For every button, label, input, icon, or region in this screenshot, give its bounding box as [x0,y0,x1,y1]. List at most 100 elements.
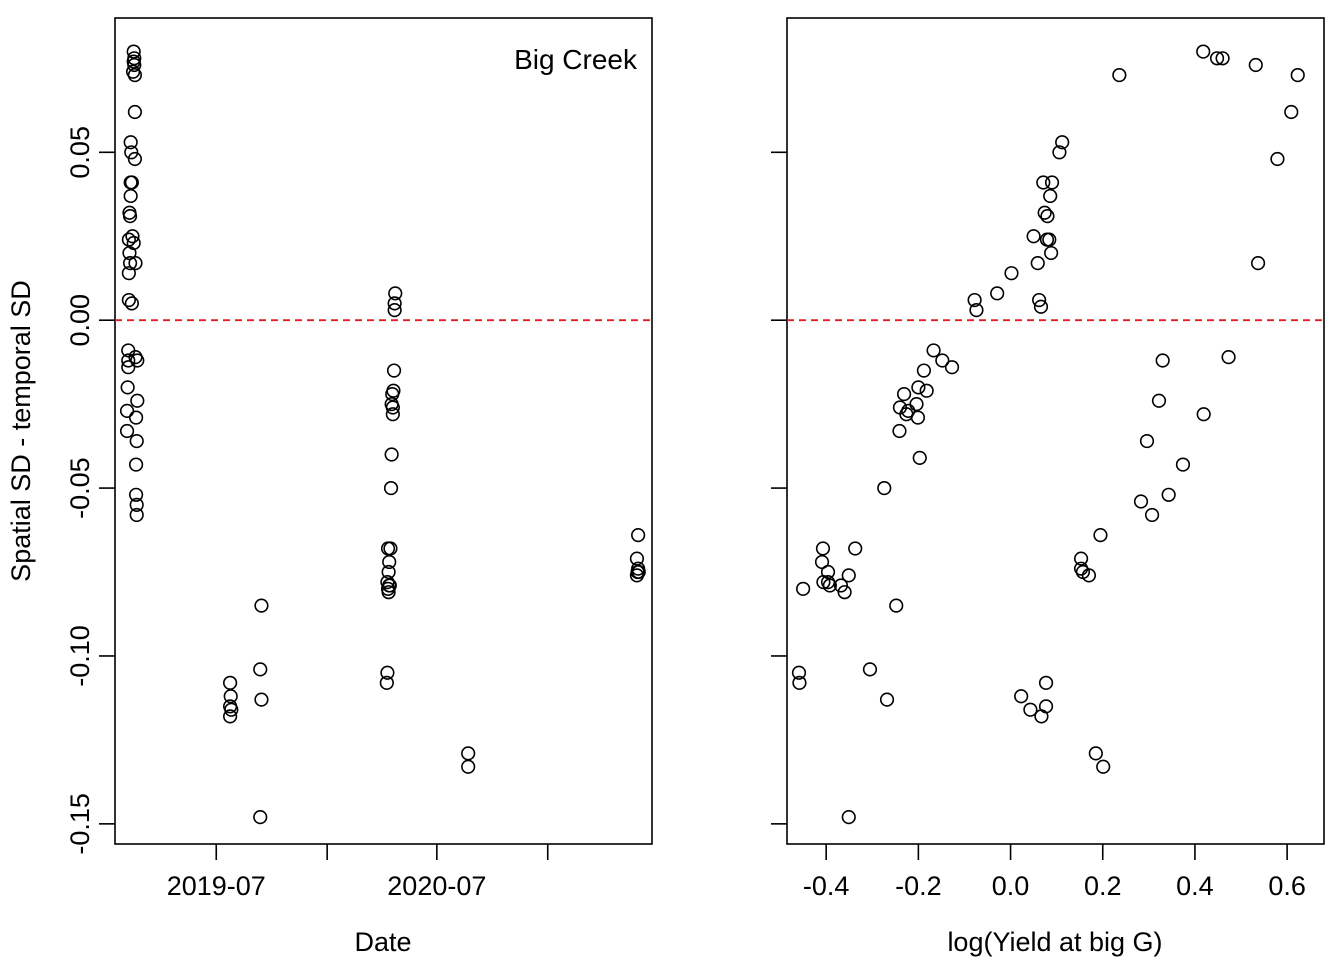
right-data-point-11 [1036,175,1051,190]
right-data-point-60 [841,568,856,583]
left-data-point-29 [120,380,135,395]
right-data-point-40 [912,450,927,465]
right-data-point-13 [1043,188,1058,204]
left-data-point-26 [121,360,136,375]
right-point-layer [791,44,1305,825]
left-data-point-11 [124,175,139,190]
y-tick-label-0: -0.15 [65,793,95,855]
right-data-point-33 [896,386,912,402]
left-data-point-43 [223,709,238,724]
right-data-point-1 [1209,51,1225,66]
left-data-point-61 [382,554,397,570]
right-data-point-5 [1290,67,1305,83]
y-tick-label-3: 0.00 [65,294,95,347]
right-data-point-20 [1030,256,1045,271]
right-data-point-44 [1151,393,1167,408]
right-data-point-15 [1040,209,1055,224]
right-data-point-10 [1052,145,1067,160]
right-data-point-23 [967,292,982,308]
left-data-point-0 [126,44,141,59]
left-data-point-73 [629,551,645,566]
left-data-point-44 [254,598,269,613]
left-data-point-12 [123,188,138,204]
right-data-point-21 [1004,266,1019,281]
right-data-point-55 [1081,568,1097,583]
left-data-point-30 [130,393,145,408]
right-data-point-70 [862,662,878,677]
right-data-point-6 [1284,104,1299,120]
right-x-tick-label-0: -0.4 [803,871,850,901]
left-plot-frame [114,17,653,845]
right-data-point-30 [916,363,932,378]
right-data-point-28 [935,353,950,368]
right-data-point-16 [1026,229,1041,244]
left-data-point-39 [223,675,238,690]
right-data-point-61 [796,581,811,596]
left-data-point-23 [124,296,139,311]
right-data-point-19 [1044,245,1059,261]
right-data-point-67 [889,598,904,613]
y-tick-label-4: 0.05 [65,126,95,179]
right-data-point-0 [1196,44,1211,59]
right-plot-frame [786,17,1325,845]
right-x-axis-label: log(Yield at big G) [947,927,1162,957]
right-data-point-8 [1250,256,1266,271]
left-data-point-5 [125,64,141,79]
left-data-point-6 [127,104,142,120]
left-data-point-14 [122,209,138,224]
left-data-point-33 [119,423,135,439]
right-data-point-68 [791,665,807,680]
left-data-point-35 [128,457,144,472]
right-data-point-24 [969,303,984,318]
right-data-point-74 [1023,702,1038,717]
left-data-point-46 [254,692,269,707]
right-data-point-3 [1248,57,1263,73]
right-data-point-38 [910,410,926,425]
right-data-point-29 [944,360,960,375]
left-data-point-37 [129,497,144,512]
right-data-point-66 [837,585,852,600]
left-data-point-47 [253,810,268,825]
left-data-point-22 [121,292,136,308]
left-data-point-48 [388,286,403,301]
right-data-point-42 [1221,350,1236,365]
right-data-point-65 [833,578,849,593]
left-x-axis: 2019-07 2020-07 [167,844,549,901]
left-y-axis: -0.15 -0.10 -0.05 0.00 0.05 [65,126,115,855]
left-data-point-28 [130,353,145,368]
right-data-point-34 [909,397,924,412]
right-data-point-69 [792,675,807,690]
left-x-tick-label-1: 2020-07 [387,871,486,901]
left-data-point-34 [129,433,144,449]
right-data-point-56 [815,541,831,556]
yield-scatter-panel: -0.4 -0.2 0.0 0.2 0.4 0.6 log(Yield at big G) [771,17,1325,957]
right-data-point-64 [820,574,836,590]
left-data-point-31 [119,403,135,418]
left-data-point-38 [129,507,144,523]
left-data-point-68 [380,665,395,680]
right-data-point-76 [1038,699,1054,714]
left-point-layer [119,44,646,825]
left-x-tick-label-0: 2019-07 [167,871,266,901]
left-data-point-60 [383,541,398,556]
right-data-point-9 [1055,135,1070,150]
left-data-point-53 [385,386,400,402]
right-y-axis [771,151,787,825]
left-data-point-51 [386,363,402,378]
left-data-point-49 [387,296,402,311]
left-data-point-69 [379,675,394,690]
left-data-point-3 [127,57,142,73]
right-data-point-41 [877,480,892,496]
left-data-point-62 [381,564,396,580]
left-data-point-8 [123,135,138,150]
date-scatter-panel: -0.15 -0.10 -0.05 0.00 0.05 2019-07 2020-07 B… [6,17,653,957]
right-data-point-27 [926,343,941,358]
left-data-point-57 [384,447,399,462]
right-data-point-47 [1175,457,1191,472]
left-data-point-70 [461,746,476,761]
left-data-point-25 [121,353,136,368]
right-data-point-52 [1073,551,1089,566]
right-data-point-4 [1112,67,1127,83]
right-data-point-46 [1139,433,1155,449]
